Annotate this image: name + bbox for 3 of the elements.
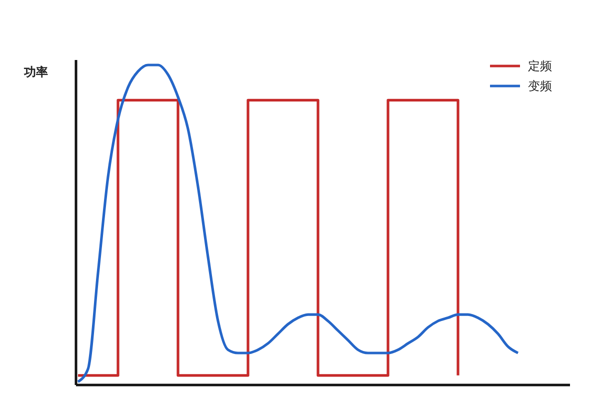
y-axis-title: 功率 <box>23 65 48 79</box>
legend-label: 定频 <box>528 59 552 73</box>
legend-label: 变频 <box>528 79 552 93</box>
